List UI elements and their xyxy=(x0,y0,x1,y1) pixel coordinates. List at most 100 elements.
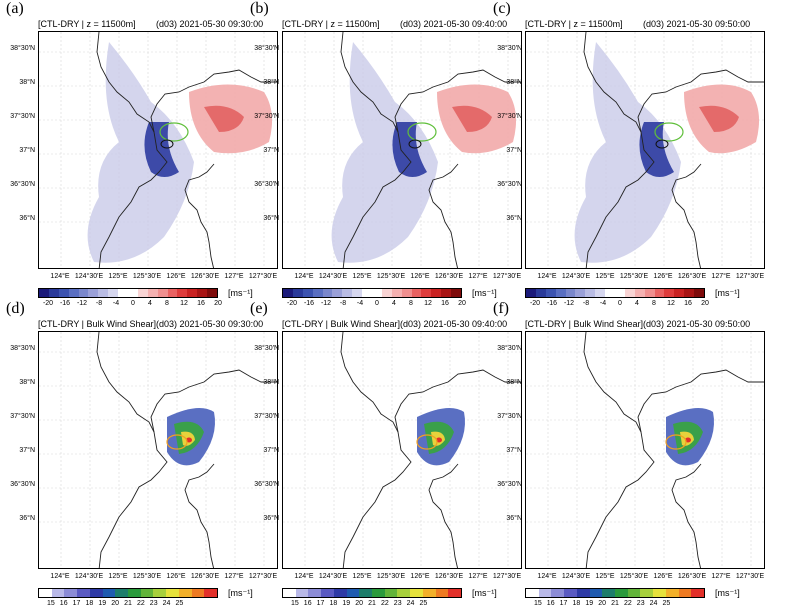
lon-tick-label: 127°E xyxy=(224,273,244,280)
colorbar-label: -20 xyxy=(529,300,541,307)
colorbar-swatch xyxy=(678,589,692,597)
wind-core-positive xyxy=(204,105,244,132)
colorbar-swatch xyxy=(321,589,334,597)
colorbar-label: 16 xyxy=(59,600,68,607)
panel-letter: (d) xyxy=(6,300,25,317)
colorbar-swatch xyxy=(575,289,586,297)
map-canvas xyxy=(283,32,521,268)
colorbar-label: 12 xyxy=(667,300,675,307)
colorbar-swatch xyxy=(410,589,423,597)
colorbar-swatch xyxy=(555,289,566,297)
panel-title-left: [CTL-DRY | z = 11500m] xyxy=(525,19,623,29)
coastline xyxy=(583,32,642,133)
colorbar-swatch xyxy=(115,589,129,597)
colorbar-swatch xyxy=(644,289,655,297)
lon-tick-label: 127°E xyxy=(468,573,488,580)
colorbar-unit: [ms⁻¹] xyxy=(472,288,497,298)
colorbar-label: 19 xyxy=(585,600,594,607)
colorbar-swatch xyxy=(634,289,645,297)
colorbar-swatch xyxy=(346,589,360,597)
colorbar-label: 0 xyxy=(375,300,379,307)
colorbar-swatch xyxy=(565,289,576,297)
coastline xyxy=(342,69,521,268)
colorbar-swatch xyxy=(68,289,79,297)
wind-field-negative xyxy=(87,42,194,263)
colorbar xyxy=(525,288,705,298)
map-panel xyxy=(38,31,278,269)
lon-tick-label: 126°E xyxy=(166,573,186,580)
lon-tick-label: 127°E xyxy=(711,573,731,580)
colorbar-label: 12 xyxy=(424,300,432,307)
map-panel xyxy=(525,331,765,569)
coastline xyxy=(583,332,642,433)
colorbar-swatch xyxy=(102,589,116,597)
colorbar-swatch xyxy=(128,589,141,597)
lat-tick-label: 37°30'N xyxy=(10,113,35,120)
colorbar-swatch xyxy=(448,589,462,597)
lat-tick-label: 37°N xyxy=(19,447,35,454)
lat-tick-label: 36°N xyxy=(19,515,35,522)
lat-tick-label: 36°N xyxy=(263,215,279,222)
colorbar-label: 19 xyxy=(342,600,351,607)
panel-title-left: [CTL-DRY | z = 11500m] xyxy=(38,19,136,29)
colorbar-swatch xyxy=(153,589,167,597)
colorbar-swatch xyxy=(391,289,402,297)
map-panel xyxy=(525,31,765,269)
colorbar-swatch xyxy=(187,289,198,297)
lon-tick-label: 127°30'E xyxy=(492,273,522,280)
wind-core-positive xyxy=(699,105,739,132)
lat-tick-label: 37°30'N xyxy=(254,113,279,120)
panel-title-right: (d03) 2021-05-30 09:40:00 xyxy=(400,319,508,329)
coastline xyxy=(428,463,459,568)
colorbar-swatch xyxy=(283,589,296,597)
colorbar-swatch xyxy=(167,289,178,297)
lon-tick-label: 124°E xyxy=(50,573,70,580)
lon-tick-label: 126°30'E xyxy=(677,273,707,280)
colorbar-swatch xyxy=(640,589,654,597)
lon-tick-label: 125°E xyxy=(352,573,372,580)
lon-tick-label: 125°30'E xyxy=(376,273,406,280)
colorbar-label: 20 xyxy=(355,600,364,607)
lat-tick-label: 38°30'N xyxy=(254,45,279,52)
colorbar-label: -8 xyxy=(582,300,590,307)
contour-green xyxy=(407,122,437,142)
colorbar-label: 8 xyxy=(165,300,169,307)
coastline xyxy=(585,69,764,268)
coastline xyxy=(428,163,459,268)
colorbar-swatch xyxy=(411,289,422,297)
lon-tick-label: 126°E xyxy=(653,573,673,580)
colorbar-label: 25 xyxy=(419,600,428,607)
lon-tick-label: 124°30'E xyxy=(318,573,348,580)
colorbar-swatch xyxy=(207,289,218,297)
lon-tick-label: 124°E xyxy=(294,573,314,580)
colorbar-swatch xyxy=(627,589,641,597)
colorbar-swatch xyxy=(684,289,695,297)
colorbar-label: 16 xyxy=(546,600,555,607)
coastline xyxy=(184,463,215,568)
panel-title-right: (d03) 2021-05-30 09:50:00 xyxy=(643,319,751,329)
colorbar-label: 18 xyxy=(85,600,94,607)
lat-tick-label: 36°N xyxy=(506,515,522,522)
lon-tick-label: 125°30'E xyxy=(132,273,162,280)
lon-tick-label: 125°E xyxy=(108,273,128,280)
colorbar-label: 18 xyxy=(329,600,338,607)
lon-tick-label: 126°30'E xyxy=(190,273,220,280)
lon-tick-label: 124°30'E xyxy=(74,273,104,280)
colorbar-label: -4 xyxy=(112,300,120,307)
lon-tick-label: 125°30'E xyxy=(619,273,649,280)
coastline xyxy=(98,69,277,268)
map-canvas xyxy=(39,32,277,268)
lon-tick-label: 126°E xyxy=(410,273,430,280)
colorbar-unit: [ms⁻¹] xyxy=(715,588,740,598)
colorbar-label: -16 xyxy=(303,300,315,307)
wind-core-positive xyxy=(452,105,492,132)
colorbar-label: 0 xyxy=(131,300,135,307)
colorbar-label: 16 xyxy=(684,300,692,307)
colorbar-swatch xyxy=(77,589,90,597)
colorbar-label: 16 xyxy=(303,600,312,607)
lat-tick-label: 36°30'N xyxy=(254,481,279,488)
colorbar-label: 16 xyxy=(441,300,449,307)
lon-tick-label: 125°E xyxy=(595,273,615,280)
colorbar-swatch xyxy=(674,289,685,297)
colorbar-label: -8 xyxy=(95,300,103,307)
